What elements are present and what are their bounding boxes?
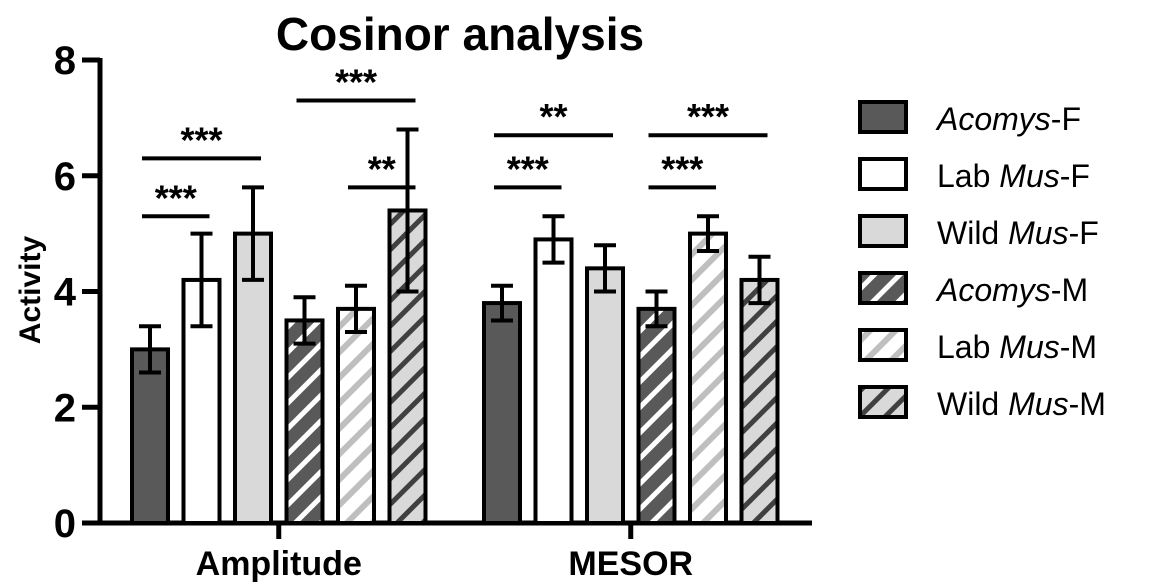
bar [130,347,170,525]
legend-label: Lab Mus-M [937,329,1097,365]
bar [585,266,625,525]
y-tick-label: 0 [54,502,76,546]
significance-brackets: *********** *********** [142,62,768,219]
legend-label: Lab Mus-F [937,158,1090,194]
legend-label: Wild Mus-F [937,215,1099,251]
legend-label: Acomys-M [935,272,1088,308]
significance-label: *** [180,119,222,160]
significance-label: *** [687,96,729,137]
significance-label: ** [539,96,567,137]
y-tick-label: 4 [54,271,77,315]
y-tick-label: 2 [54,386,76,430]
significance-label: *** [507,148,549,189]
x-tick-label: Amplitude [196,545,362,583]
legend-swatch [858,385,908,419]
bar [336,306,376,525]
x-tick-label: MESOR [568,545,693,583]
legend-swatch [858,214,908,248]
significance-label: ** [368,148,396,189]
chart-title: Cosinor analysis [276,8,644,60]
legend-swatch [858,328,908,362]
legend-label: Wild Mus-M [937,386,1106,422]
bar [636,306,677,525]
bars [130,127,780,526]
legend: Acomys-F Lab Mus-F Wild Mus-F Acomys-M Lab M… [858,100,1106,422]
y-tick-label: 8 [54,39,76,83]
legend-swatch [858,157,908,191]
significance-label: *** [661,148,703,189]
significance-label: *** [155,177,197,218]
legend-swatch [858,100,908,134]
y-tick-label: 6 [54,155,76,199]
significance-label: *** [335,62,377,103]
legend-swatch [858,271,908,305]
bar [739,277,780,525]
bar [482,301,522,526]
legend-label: Acomys-F [935,101,1081,137]
bar [688,231,728,525]
bar [284,318,325,525]
bar [533,237,574,525]
y-axis-label: Activity [14,236,47,345]
